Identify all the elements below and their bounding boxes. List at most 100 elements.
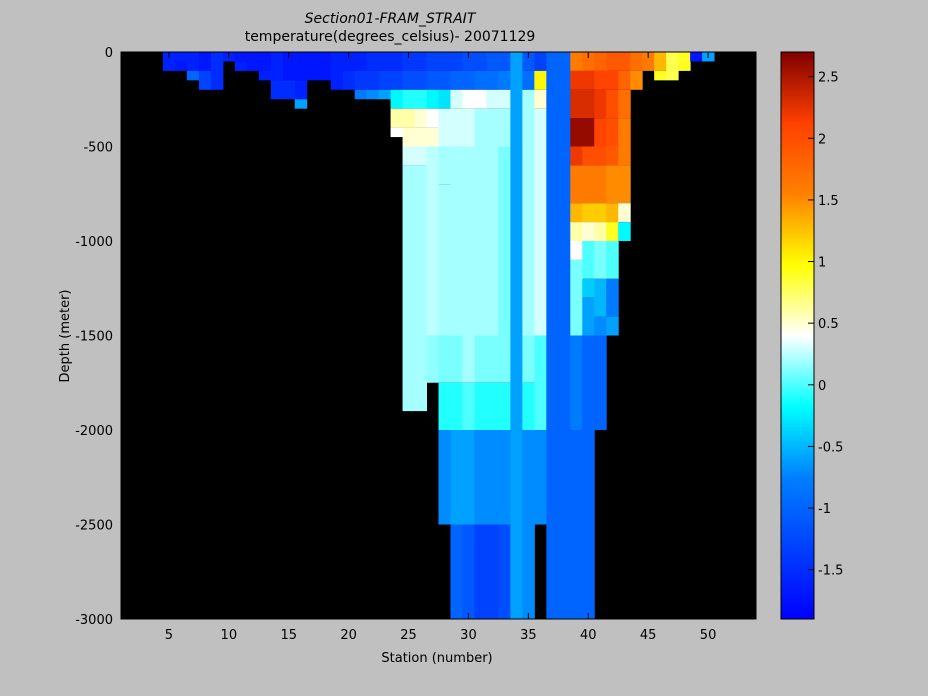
heatmap-cell (486, 89, 499, 109)
heatmap-cell (534, 70, 547, 90)
heatmap-cell (570, 222, 583, 241)
heatmap-cell (630, 70, 643, 90)
heatmap-cell (474, 89, 487, 109)
heatmap-cell (618, 118, 631, 147)
heatmap-cell (534, 89, 547, 109)
heatmap-cell (618, 146, 631, 166)
x-tick-label: 35 (520, 628, 537, 643)
heatmap-cell (438, 52, 451, 71)
heatmap-cell (438, 335, 451, 383)
heatmap-cell (522, 382, 535, 430)
heatmap-cell (522, 524, 535, 619)
colorbar-tick-label: 0.5 (818, 317, 839, 332)
heatmap-cell (606, 89, 619, 119)
heatmap-cell (618, 165, 631, 204)
heatmap-cell (462, 524, 475, 619)
colorbar-ticks: 2.5 2 1.5 1 0.5 0 -0.5 -1 -1.5 (808, 71, 843, 579)
heatmap-cell (450, 52, 463, 71)
heatmap-cell (354, 70, 368, 90)
heatmap-cell (342, 52, 356, 71)
heatmap-cell (582, 335, 595, 430)
chart-subtitle: temperature(degrees_celsius)- 20071129 (244, 29, 536, 45)
heatmap-cell (606, 278, 619, 317)
heatmap-cell (414, 146, 428, 166)
heatmap-cell (618, 89, 631, 119)
heatmap-cell (570, 241, 583, 260)
heatmap-cell (606, 146, 619, 166)
heatmap-cell (582, 146, 595, 166)
heatmap-cell (582, 222, 595, 241)
heatmap-cell (246, 52, 260, 71)
heatmap-cell (498, 52, 511, 71)
heatmap-cell (390, 108, 404, 128)
heatmap-cell (570, 335, 583, 430)
heatmap-cell (606, 70, 619, 90)
heatmap-cell (486, 146, 499, 336)
heatmap-cell (534, 430, 547, 525)
x-axis: 5 10 15 20 25 30 35 40 45 50 (165, 52, 716, 643)
heatmap-cell (474, 382, 487, 430)
heatmap-cell (366, 52, 380, 71)
heatmap-cell (498, 70, 511, 90)
heatmap-cell (366, 70, 380, 90)
y-tick-label: -500 (83, 141, 113, 156)
heatmap-cell (618, 70, 631, 90)
y-axis: 0 -500 -1000 -1500 -2000 -2500 -3000 (75, 46, 127, 628)
colorbar-tick-label: 0 (818, 379, 826, 394)
heatmap-cell (654, 70, 667, 81)
heatmap-cell (594, 316, 607, 336)
heatmap-cell (498, 524, 511, 619)
heatmap-cell (498, 382, 511, 430)
heatmap-cell (294, 99, 308, 109)
heatmap-cell (438, 184, 451, 336)
heatmap-cell (306, 52, 320, 81)
colorbar-tick-label: 1 (818, 256, 826, 271)
heatmap-cell (486, 430, 499, 525)
x-tick-label: 10 (221, 628, 238, 643)
heatmap-cell (438, 108, 451, 147)
heatmap-cell (498, 335, 511, 383)
heatmap-cell (438, 89, 451, 109)
heatmap-cell (282, 80, 296, 100)
heatmap-cell (606, 203, 619, 223)
heatmap-cell (594, 52, 607, 71)
heatmap-cell (582, 52, 595, 71)
heatmap-cell (414, 108, 428, 128)
heatmap-cell (390, 70, 404, 90)
heatmap-cell (390, 52, 404, 71)
heatmap-cell (426, 127, 439, 147)
y-tick-label: 0 (105, 46, 113, 61)
heatmap-cell (474, 335, 487, 383)
heatmap-cell (606, 165, 619, 204)
heatmap-cell (618, 222, 631, 241)
heatmap-cell (462, 146, 475, 383)
heatmap-cell (474, 146, 487, 336)
heatmap-cell (402, 146, 416, 166)
heatmap-cell (570, 118, 583, 147)
heatmap-cell (606, 316, 619, 336)
heatmap-cell (618, 52, 631, 71)
heatmap-cell (474, 430, 487, 525)
heatmap-cell (462, 52, 475, 71)
heatmap-cell (498, 430, 511, 525)
heatmap-cell (402, 108, 416, 128)
heatmap-cell (450, 108, 463, 147)
colorbar-tick-label: -1.5 (818, 564, 843, 579)
heatmap-cell (450, 146, 463, 336)
colorbar (780, 51, 815, 620)
heatmap-cell (198, 52, 212, 71)
heatmap-cell (438, 146, 451, 185)
heatmap-cell (606, 222, 619, 241)
heatmap-cell (414, 165, 428, 412)
y-tick-label: -2000 (75, 424, 113, 439)
heatmap-cell (414, 127, 428, 147)
heatmap-cell (522, 335, 535, 383)
heatmap-cell (450, 335, 463, 383)
heatmap-cell (402, 165, 416, 412)
heatmap-cell (582, 165, 595, 204)
heatmap-cell (474, 108, 487, 147)
heatmap-cell (654, 52, 667, 71)
heatmap-cell (438, 430, 451, 525)
heatmap-cell (594, 118, 607, 147)
